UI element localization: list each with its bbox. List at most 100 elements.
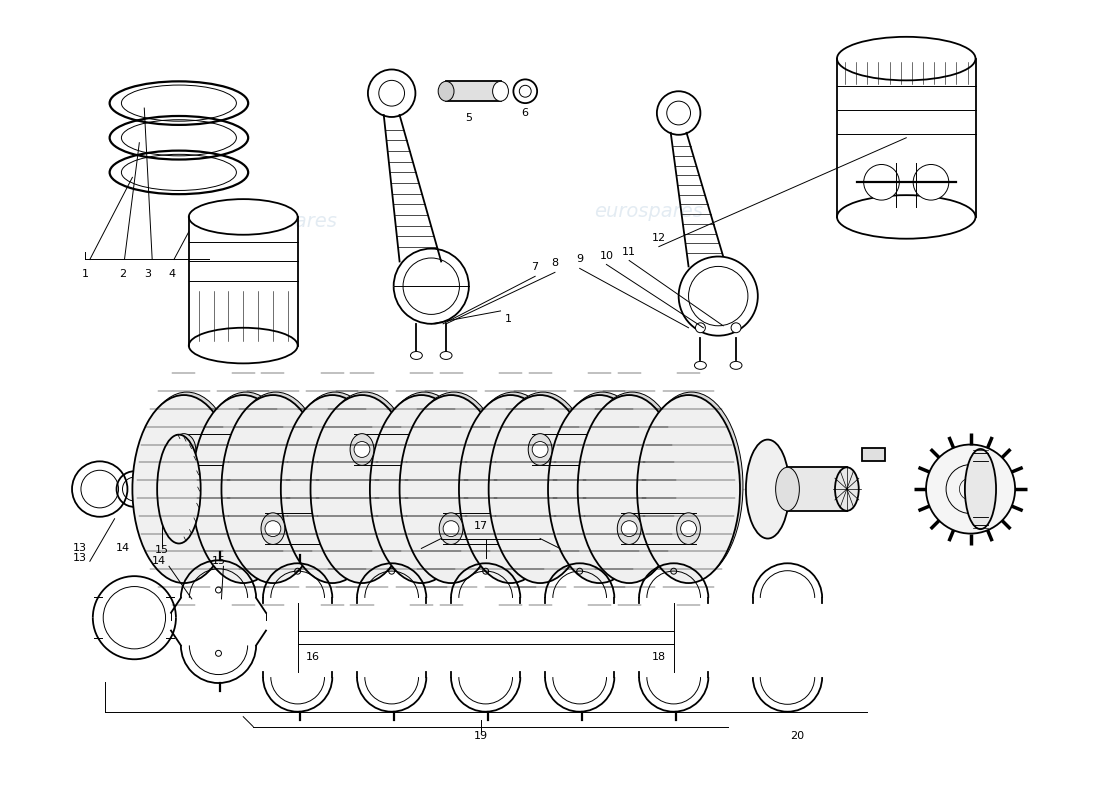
- Text: 8: 8: [551, 258, 559, 269]
- Ellipse shape: [409, 434, 433, 466]
- Ellipse shape: [462, 392, 564, 580]
- Text: 19: 19: [474, 731, 487, 742]
- Ellipse shape: [440, 351, 452, 359]
- Ellipse shape: [438, 82, 454, 101]
- Ellipse shape: [132, 395, 235, 583]
- Bar: [447, 82, 500, 101]
- Bar: [861, 447, 886, 462]
- Text: 14: 14: [116, 543, 130, 554]
- Polygon shape: [443, 513, 518, 545]
- Circle shape: [681, 521, 696, 537]
- Ellipse shape: [320, 513, 344, 545]
- Circle shape: [592, 442, 607, 458]
- Circle shape: [176, 442, 191, 458]
- Ellipse shape: [694, 362, 706, 370]
- Ellipse shape: [600, 462, 629, 517]
- Ellipse shape: [617, 513, 641, 545]
- Ellipse shape: [581, 392, 683, 580]
- Text: 10: 10: [600, 250, 614, 261]
- Circle shape: [657, 91, 701, 134]
- Text: 1: 1: [505, 314, 512, 324]
- Ellipse shape: [284, 392, 387, 580]
- Polygon shape: [265, 513, 340, 545]
- Circle shape: [532, 442, 548, 458]
- Text: 13: 13: [73, 554, 87, 563]
- Ellipse shape: [498, 513, 522, 545]
- Ellipse shape: [835, 467, 859, 511]
- Ellipse shape: [776, 467, 800, 511]
- Ellipse shape: [370, 395, 473, 583]
- Circle shape: [367, 70, 416, 117]
- Ellipse shape: [350, 434, 374, 466]
- Text: 15: 15: [155, 546, 169, 555]
- Text: 14: 14: [152, 556, 166, 566]
- Circle shape: [265, 521, 280, 537]
- Circle shape: [732, 323, 741, 333]
- Ellipse shape: [551, 392, 653, 580]
- Text: 12: 12: [652, 233, 666, 242]
- Ellipse shape: [310, 395, 414, 583]
- Polygon shape: [621, 513, 696, 545]
- Circle shape: [235, 442, 251, 458]
- Text: 7: 7: [531, 262, 539, 272]
- Ellipse shape: [231, 434, 255, 466]
- Circle shape: [926, 445, 1015, 534]
- Circle shape: [913, 165, 949, 200]
- Text: 5: 5: [465, 113, 472, 123]
- Circle shape: [621, 521, 637, 537]
- Ellipse shape: [314, 392, 417, 580]
- Ellipse shape: [676, 513, 701, 545]
- Ellipse shape: [492, 392, 594, 580]
- Ellipse shape: [332, 462, 362, 517]
- Ellipse shape: [157, 434, 200, 543]
- Text: eurospares: eurospares: [594, 202, 703, 222]
- Ellipse shape: [493, 82, 508, 101]
- Ellipse shape: [403, 392, 506, 580]
- Circle shape: [503, 521, 518, 537]
- Ellipse shape: [459, 395, 562, 583]
- Circle shape: [695, 323, 705, 333]
- Ellipse shape: [746, 439, 790, 538]
- Ellipse shape: [730, 362, 743, 370]
- Ellipse shape: [510, 462, 540, 517]
- Ellipse shape: [965, 449, 997, 529]
- Text: 6: 6: [520, 108, 528, 118]
- Ellipse shape: [172, 434, 196, 466]
- Ellipse shape: [637, 395, 740, 583]
- Circle shape: [324, 521, 340, 537]
- Text: 3: 3: [144, 270, 151, 279]
- Text: 11: 11: [623, 246, 636, 257]
- Circle shape: [864, 165, 900, 200]
- Ellipse shape: [528, 434, 552, 466]
- Text: 16: 16: [306, 652, 319, 662]
- Ellipse shape: [578, 395, 681, 583]
- Ellipse shape: [221, 395, 324, 583]
- Circle shape: [354, 442, 370, 458]
- Ellipse shape: [488, 395, 592, 583]
- Ellipse shape: [189, 199, 298, 234]
- Ellipse shape: [548, 395, 651, 583]
- Ellipse shape: [261, 513, 285, 545]
- Ellipse shape: [399, 395, 503, 583]
- Text: eurospares: eurospares: [229, 510, 338, 528]
- Ellipse shape: [837, 37, 976, 80]
- Text: 1: 1: [81, 270, 88, 279]
- Ellipse shape: [280, 395, 384, 583]
- Polygon shape: [532, 434, 607, 466]
- Text: 18: 18: [652, 652, 666, 662]
- Text: eurospares: eurospares: [229, 212, 338, 231]
- Text: 2: 2: [119, 270, 126, 279]
- Ellipse shape: [243, 462, 273, 517]
- Text: 4: 4: [168, 270, 176, 279]
- Ellipse shape: [373, 392, 476, 580]
- Circle shape: [443, 521, 459, 537]
- Ellipse shape: [135, 392, 239, 580]
- Bar: [788, 467, 847, 511]
- Text: 13: 13: [73, 543, 87, 554]
- Circle shape: [679, 257, 758, 336]
- Text: 17: 17: [474, 521, 487, 530]
- Text: 20: 20: [790, 731, 804, 742]
- Ellipse shape: [640, 392, 742, 580]
- Polygon shape: [354, 434, 429, 466]
- Ellipse shape: [224, 392, 328, 580]
